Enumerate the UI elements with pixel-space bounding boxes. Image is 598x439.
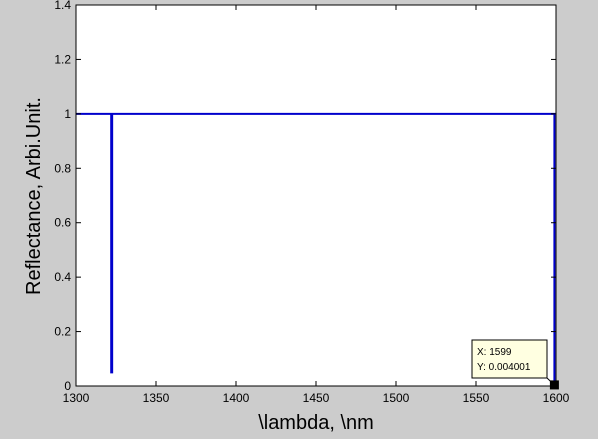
x-tick-label: 1550 [463, 391, 490, 405]
x-tick-label: 1600 [543, 391, 570, 405]
datatip-y-text: Y: 0.004001 [477, 362, 531, 373]
x-axis-label: \lambda, \nm [258, 412, 374, 434]
y-axis-ticks: 0 0.2 0.4 0.6 0.8 1 1.2 1.4 [54, 0, 556, 393]
x-tick-label: 1300 [63, 391, 90, 405]
plot-area[interactable] [76, 5, 556, 386]
x-tick-label: 1350 [143, 391, 170, 405]
datatip-x-text: X: 1599 [477, 347, 512, 358]
x-tick-label: 1450 [303, 391, 330, 405]
datatip-box [471, 339, 548, 379]
datatip-marker[interactable] [549, 380, 559, 390]
y-tick-label: 0.6 [54, 216, 71, 230]
y-tick-label: 0.4 [54, 270, 71, 284]
y-tick-label: 0 [64, 379, 71, 393]
y-axis-label: Reflectance, Arbi.Unit. [23, 97, 45, 295]
y-tick-label: 1.2 [54, 52, 71, 66]
y-tick-label: 0.8 [54, 161, 71, 175]
y-tick-label: 1.4 [54, 0, 71, 12]
datatip[interactable]: X: 1599 Y: 0.004001 [471, 339, 559, 390]
x-tick-label: 1400 [223, 391, 250, 405]
x-axis-ticks: 1300 1350 1400 1450 1500 1550 1600 [63, 5, 570, 405]
y-tick-label: 0.2 [54, 325, 71, 339]
y-tick-label: 1 [64, 107, 71, 121]
x-tick-label: 1500 [383, 391, 410, 405]
